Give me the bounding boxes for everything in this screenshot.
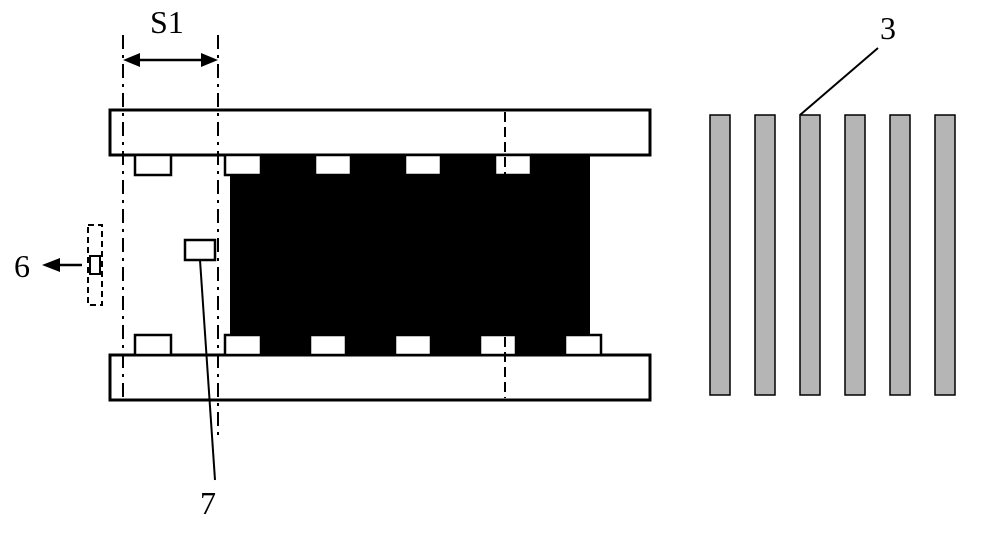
s1-arrow-head-right [201,53,218,67]
center-body [230,155,590,355]
bot-tab-3 [310,335,346,355]
top-tab-3 [315,155,351,175]
diagram-svg [0,0,1000,547]
slat-3 [800,115,820,395]
ref6-arrow-head [42,258,60,272]
top-tab-2 [225,155,261,175]
slat-1 [710,115,730,395]
ref6-bracket-inner [90,256,100,274]
bot-tab-1 [135,335,171,355]
ref7-label: 7 [200,485,216,522]
bot-tab-2 [225,335,261,355]
diagram-root: S1 3 6 7 [0,0,1000,547]
top-tab-4 [405,155,441,175]
ref3-label: 3 [880,10,896,47]
top-tab-1 [135,155,171,175]
slat-2 [755,115,775,395]
bot-tab-6 [565,335,601,355]
slat-6 [935,115,955,395]
slat-4 [845,115,865,395]
bot-tab-4 [395,335,431,355]
top-tab-5 [495,155,531,175]
s1-label: S1 [150,4,184,41]
bottom-plate [110,355,650,400]
top-plate [110,110,650,155]
bot-tab-5 [480,335,516,355]
ref6-label: 6 [14,248,30,285]
ref3-leader [800,48,878,115]
guide-tab [185,240,215,260]
s1-arrow-head-left [123,53,140,67]
slat-5 [890,115,910,395]
